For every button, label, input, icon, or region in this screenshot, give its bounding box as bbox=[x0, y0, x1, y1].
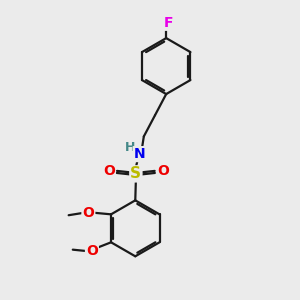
Text: O: O bbox=[103, 164, 115, 178]
Text: S: S bbox=[130, 166, 141, 181]
Text: O: O bbox=[157, 164, 169, 178]
Text: O: O bbox=[86, 244, 98, 258]
Text: O: O bbox=[82, 206, 94, 220]
Text: H: H bbox=[125, 141, 135, 154]
Text: F: F bbox=[164, 16, 173, 30]
Text: N: N bbox=[134, 147, 145, 161]
